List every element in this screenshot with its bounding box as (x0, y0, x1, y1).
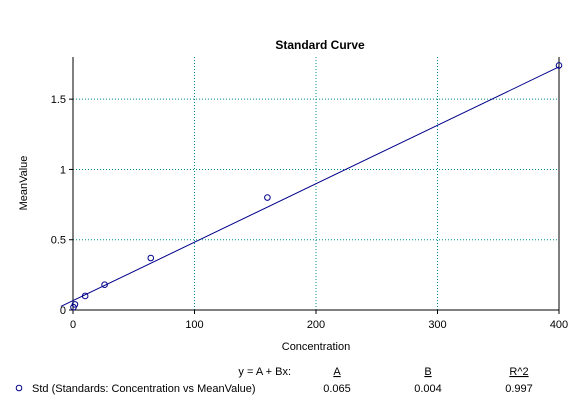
data-point (147, 254, 155, 262)
y-tick-label: 1.5 (51, 94, 66, 106)
tick-labels: 0 100 200 300 400 0 0.5 1 1.5 (51, 94, 568, 331)
data-point (101, 281, 108, 289)
y-tick-label: 0.5 (51, 235, 66, 247)
legend-marker (15, 384, 23, 392)
grid-lines (73, 57, 559, 310)
chart-title: Standard Curve (275, 38, 365, 52)
legend-series-name: Std (Standards: Concentration vs MeanVal… (32, 383, 256, 395)
stats-value-a: 0.065 (323, 383, 351, 395)
x-tick-label: 200 (307, 319, 325, 331)
y-tick-label: 1 (60, 164, 66, 176)
data-point (81, 292, 89, 300)
stats-value-r2: 0.997 (505, 383, 533, 395)
fit-line (60, 66, 560, 307)
stats-header-b: B (424, 366, 431, 378)
x-axis-label: Concentration (282, 341, 351, 353)
data-point (264, 194, 271, 201)
x-tick-label: 0 (70, 319, 76, 331)
legend: y = A + Bx: A B R^2 Std (Standards: Conc… (15, 366, 533, 395)
data-point (555, 62, 563, 69)
stats-value-b: 0.004 (414, 383, 442, 395)
fit-line-group (60, 66, 560, 307)
stats-header-a: A (333, 366, 341, 378)
x-tick-label: 300 (428, 319, 446, 331)
x-tick-label: 400 (550, 319, 568, 331)
fit-equation: y = A + Bx: (238, 366, 291, 378)
y-tick-label: 0 (60, 305, 66, 317)
y-axis-label: MeanValue (18, 156, 30, 211)
axes (69, 57, 560, 314)
data-points (70, 62, 563, 311)
stats-header-r2: R^2 (509, 366, 528, 378)
data-point (71, 301, 79, 308)
x-tick-label: 100 (185, 319, 203, 331)
